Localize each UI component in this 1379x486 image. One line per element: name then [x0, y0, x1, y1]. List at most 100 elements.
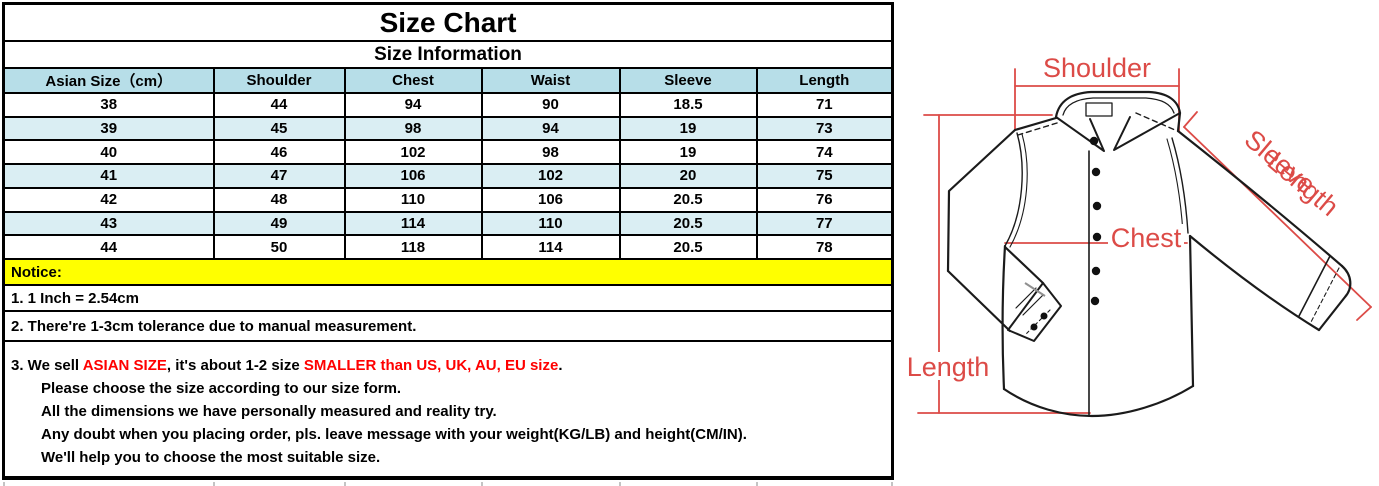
- column-header-3: Waist: [480, 67, 621, 94]
- table-cell: 39: [2, 115, 215, 142]
- armhole-right-seam-2: [1166, 138, 1184, 234]
- table-cell: 49: [212, 210, 346, 237]
- notice-label: Notice:: [2, 258, 894, 287]
- note-line: All the dimensions we have personally me…: [41, 403, 497, 421]
- page-title: Size Chart: [2, 2, 894, 43]
- subtitle-row: Size Information: [2, 40, 894, 70]
- chest-label-backing: [1108, 224, 1184, 251]
- buttons: [1089, 136, 1102, 306]
- left-cuff-placket-2: [1022, 294, 1044, 316]
- table-cell: 106: [480, 186, 621, 213]
- table-row: 40 46 102 98 19 74: [2, 139, 894, 166]
- shoulder-left-edge: [1013, 116, 1058, 132]
- collar-flap-left: [1055, 116, 1105, 152]
- table-cell: 43: [2, 210, 215, 237]
- armhole-left-seam-2: [1009, 133, 1028, 248]
- table-cell: 94: [480, 115, 621, 142]
- column-header-4: Sleeve: [618, 67, 758, 94]
- table-cell: 74: [755, 139, 894, 166]
- column-header-2: Chest: [343, 67, 483, 94]
- collar-outer: [1054, 90, 1182, 119]
- table-cell: 44: [212, 91, 346, 118]
- table-cell: 102: [343, 139, 483, 166]
- column-header-5: Length: [755, 67, 894, 94]
- shoulder-left-seam: [1017, 122, 1058, 136]
- size-rows: 38 44 94 90 18.5 71 39 45 98 94 19 73 40 46 102 98 19 74 4…: [2, 91, 894, 261]
- body-right-edge: [1188, 234, 1195, 388]
- gridline-stub: [756, 482, 758, 486]
- body-left-edge: [1001, 244, 1007, 391]
- note-2: 2. There're 1-3cm tolerance due to manua…: [2, 310, 894, 343]
- column-header-0: Asian Size（cm）: [2, 67, 215, 94]
- table-cell: 94: [343, 91, 483, 118]
- table-cell: 102: [480, 163, 621, 189]
- length-label-backing: [908, 352, 988, 380]
- armhole-right-seam: [1171, 137, 1189, 234]
- note-line: We'll help you to choose the most suitab…: [41, 449, 381, 467]
- table-cell: 90: [480, 91, 621, 118]
- table-cell: 78: [755, 234, 894, 261]
- table-cell: 45: [212, 115, 346, 142]
- note-1-row: 1. 1 Inch = 2.54cm: [2, 284, 894, 313]
- gridline-stub: [481, 482, 483, 486]
- table-cell: 19: [618, 139, 758, 166]
- table-cell: 114: [480, 234, 621, 261]
- note-1: 1. 1 Inch = 2.54cm: [2, 284, 894, 313]
- note-line: Any doubt when you placing order, pls. l…: [41, 426, 747, 444]
- gridline-stub: [213, 482, 215, 486]
- right-sleeve-outer: [1176, 129, 1344, 268]
- table-cell: 40: [2, 139, 215, 166]
- table-cell: 20.5: [618, 234, 758, 261]
- left-sleeve-outer: [946, 128, 1017, 273]
- gridline-stub: [3, 482, 5, 486]
- table-row: 39 45 98 94 19 73: [2, 115, 894, 142]
- table-row: 38 44 94 90 18.5 71: [2, 91, 894, 118]
- note-3: 3. We sell ASIAN SIZE, it's about 1-2 si…: [2, 340, 894, 479]
- table-cell: 114: [343, 210, 483, 237]
- table-cell: 50: [212, 234, 346, 261]
- shoulder-right-edge: [1176, 111, 1182, 133]
- title-row: Size Chart: [2, 2, 894, 43]
- armhole-left-seam: [1004, 132, 1023, 247]
- note-2-row: 2. There're 1-3cm tolerance due to manua…: [2, 310, 894, 343]
- sleeve-length-label-line2: Length: [1262, 146, 1345, 222]
- table-cell: 44: [2, 234, 215, 261]
- chest-label: Chest: [1111, 223, 1182, 253]
- table-cell: 71: [755, 91, 894, 118]
- table-cell: 110: [343, 186, 483, 213]
- left-forearm-top: [1003, 245, 1045, 285]
- sleeve-measure-line: [1183, 126, 1372, 308]
- notice-row: Notice:: [2, 258, 894, 287]
- right-cuff-stitch: [1310, 267, 1340, 323]
- collar-inner: [1062, 97, 1175, 116]
- table-cell: 18.5: [618, 91, 758, 118]
- right-sleeve-inner: [1188, 234, 1321, 332]
- shoulder-right-seam: [1135, 112, 1176, 131]
- table-row: 42 48 110 106 20.5 76: [2, 186, 894, 213]
- size-chart-table: Size Chart Size Information Asian Size（c…: [2, 2, 895, 480]
- column-header-1: Shoulder: [212, 67, 346, 94]
- left-cuff-button-2: [1030, 323, 1038, 331]
- collar-label: [1085, 102, 1113, 117]
- note-line: Please choose the size according to our …: [41, 380, 402, 398]
- table-cell: 46: [212, 139, 346, 166]
- table-cell: 76: [755, 186, 894, 213]
- sleeve-tick-bottom: [1356, 306, 1372, 321]
- hem: [1002, 384, 1195, 418]
- table-cell: 118: [343, 234, 483, 261]
- shirt-measurement-diagram: Shoulder Chest Length Sleeve Length: [907, 53, 1372, 418]
- note-line: 3. We sell ASIAN SIZE, it's about 1-2 si…: [11, 357, 563, 375]
- table-row: 44 50 118 114 20.5 78: [2, 234, 894, 261]
- table-row: 41 47 106 102 20 75: [2, 163, 894, 189]
- left-cuff-placket-1: [1015, 287, 1037, 309]
- right-sleeve-tip: [1317, 264, 1352, 332]
- table-cell: 110: [480, 210, 621, 237]
- table-cell: 38: [2, 91, 215, 118]
- table-cell: 19: [618, 115, 758, 142]
- gridline-stub: [619, 482, 621, 486]
- left-cuff-thread: [1024, 282, 1046, 297]
- table-cell: 98: [343, 115, 483, 142]
- right-cuff-line: [1298, 255, 1331, 317]
- table-cell: 20.5: [618, 210, 758, 237]
